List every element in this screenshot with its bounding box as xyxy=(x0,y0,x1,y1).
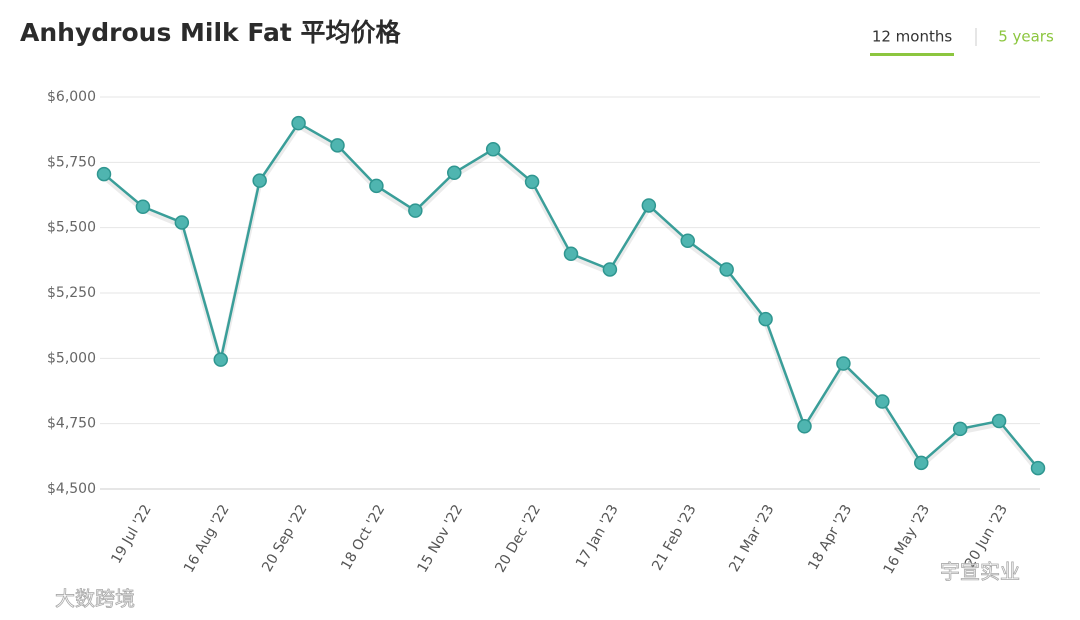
series-line xyxy=(103,121,1039,469)
x-tick-label: 19 Jul '22 xyxy=(108,502,154,567)
point xyxy=(914,455,929,471)
line-shadow xyxy=(102,122,1040,473)
plot-area: $4,500 $4,750 $5,000 $5,250 $5,500 $5,750 $6,0… xyxy=(47,89,1046,577)
tabs: 12 months 5 years xyxy=(870,28,1054,56)
point xyxy=(252,173,267,188)
y-tick-label: $5,000 xyxy=(47,350,96,366)
tab[interactable]: 5 years xyxy=(998,28,1054,46)
point xyxy=(135,199,151,215)
x-tick-label: 20 Sep '22 xyxy=(259,502,310,575)
watermark: 大数跨境 xyxy=(55,587,135,611)
point xyxy=(719,262,734,277)
point xyxy=(602,262,618,277)
x-tick-label: 18 Oct '22 xyxy=(338,502,388,573)
y-tick-label: $4,750 xyxy=(47,416,96,432)
point xyxy=(485,142,501,157)
point xyxy=(330,138,345,153)
y-tick-label: $5,250 xyxy=(47,285,96,301)
point xyxy=(875,394,890,409)
y-tick-label: $5,750 xyxy=(47,154,96,170)
point xyxy=(524,174,540,190)
y-tick-label: $6,000 xyxy=(47,89,96,105)
tab-underline xyxy=(870,53,954,56)
point xyxy=(563,246,579,262)
x-tick-label: 16 May '23 xyxy=(881,502,934,577)
point xyxy=(96,166,112,182)
x-tick-label: 17 Jan '23 xyxy=(573,502,622,571)
y-tick-label: $5,500 xyxy=(47,220,96,236)
x-tick-label: 20 Dec '22 xyxy=(492,502,544,575)
point xyxy=(680,233,695,248)
point xyxy=(952,421,968,437)
point xyxy=(758,311,773,327)
point xyxy=(641,198,657,213)
chart-title: Anhydrous Milk Fat 平均价格 xyxy=(20,18,402,47)
point xyxy=(797,419,812,434)
point xyxy=(291,115,306,131)
point xyxy=(213,352,228,367)
x-tick-label: 21 Mar '23 xyxy=(726,502,777,575)
x-tick-label: 16 Aug '22 xyxy=(181,502,233,576)
watermark: 宇宣实业 xyxy=(940,560,1020,584)
x-tick-label: 15 Nov '22 xyxy=(414,502,466,576)
point xyxy=(1030,460,1046,476)
point xyxy=(447,165,462,181)
point xyxy=(836,356,851,371)
x-tick-label: 21 Feb '23 xyxy=(649,502,699,573)
y-tick-label: $4,500 xyxy=(47,481,96,497)
point xyxy=(408,203,423,218)
point xyxy=(991,413,1007,429)
x-tick-label: 18 Apr '23 xyxy=(805,502,855,573)
tab[interactable]: 12 months xyxy=(872,28,953,46)
point xyxy=(369,178,384,194)
point xyxy=(174,215,190,230)
